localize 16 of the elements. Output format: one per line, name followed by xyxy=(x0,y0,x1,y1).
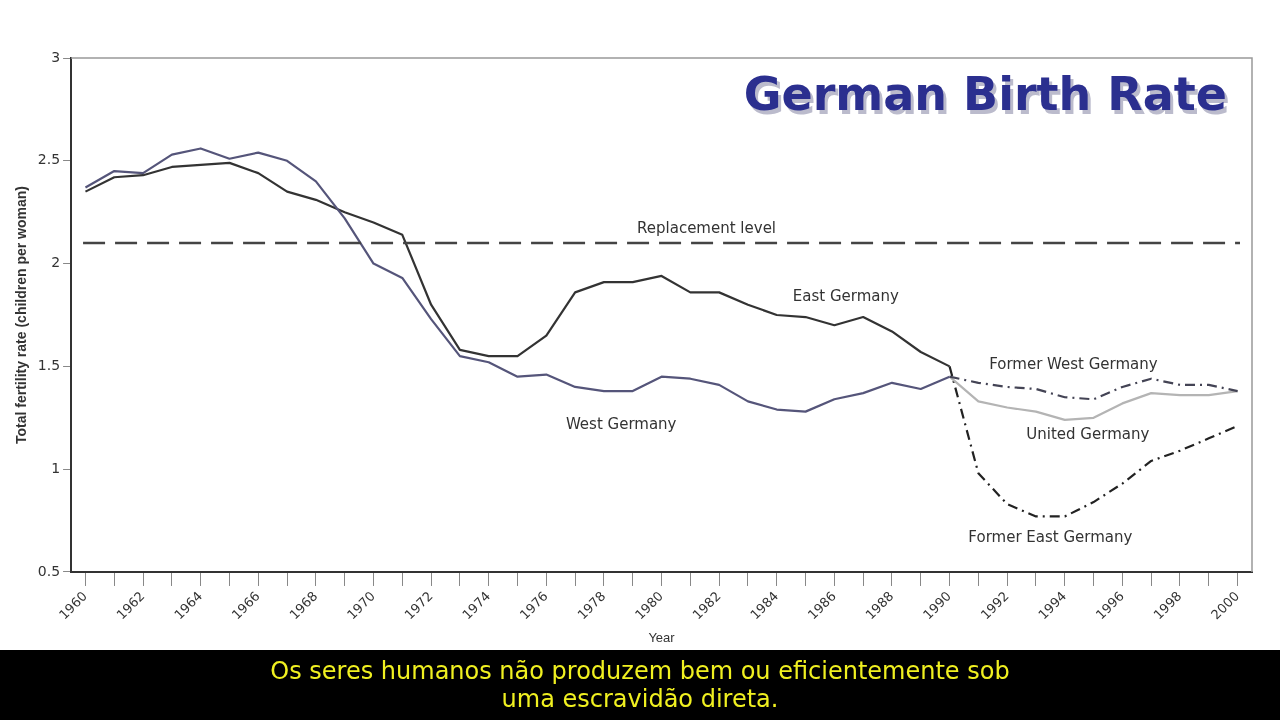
series-label: United Germany xyxy=(1026,424,1150,443)
line-series xyxy=(948,375,1239,401)
series-label: Former West Germany xyxy=(989,355,1158,374)
series-label: East Germany xyxy=(792,287,900,306)
ref-line-label: Replacement level xyxy=(637,219,777,238)
x-axis-title: Year xyxy=(648,629,676,645)
y-tick-label: 1 xyxy=(51,459,61,476)
y-tick-label: 2.5 xyxy=(37,151,61,168)
y-tick-label: 0.5 xyxy=(37,562,61,579)
y-tick-label: 2 xyxy=(51,254,61,271)
text: Os seres humanos não produzem bem ou eficientemente sob uma escravidão direta. xyxy=(269,657,1011,713)
series-label: Former East Germany xyxy=(968,528,1133,547)
y-tick-label: 1.5 xyxy=(37,357,61,374)
y-tick-label: 3 xyxy=(51,48,61,65)
series-label: West Germany xyxy=(565,414,677,433)
y-axis-title: Total fertility rate (children per woman) xyxy=(13,185,30,444)
